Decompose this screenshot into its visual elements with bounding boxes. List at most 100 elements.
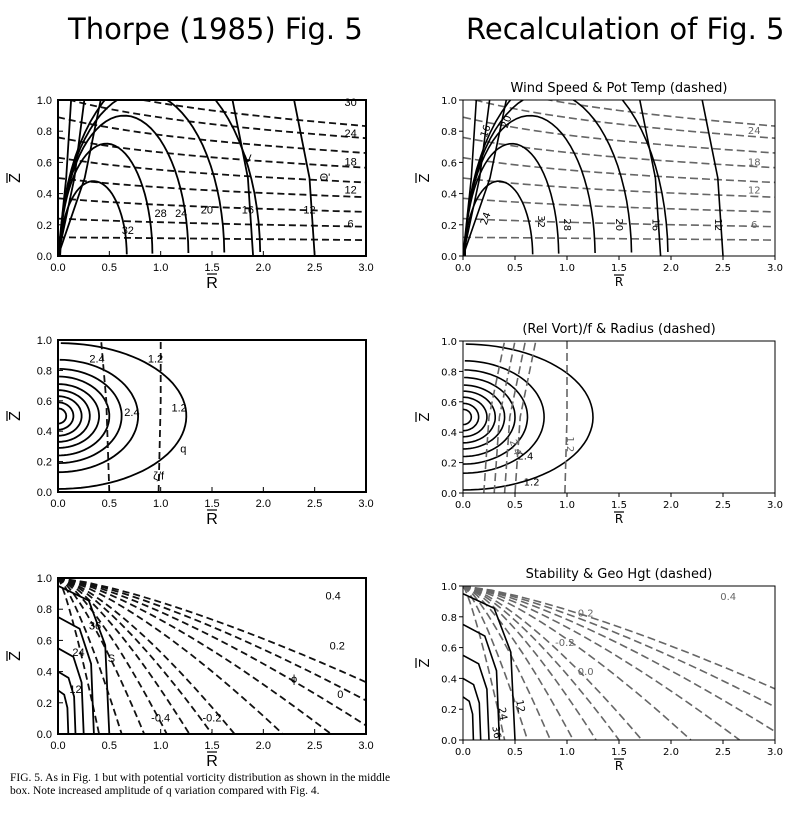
x-axis-label: R bbox=[206, 753, 218, 770]
x-tick-label: 2.0 bbox=[256, 498, 271, 510]
dashed-label: 24 bbox=[748, 126, 761, 137]
solid-contour bbox=[58, 616, 95, 734]
y-tick-label: 0.6 bbox=[441, 398, 457, 409]
x-tick-label: 0.5 bbox=[102, 262, 117, 274]
solid-contour bbox=[463, 100, 491, 256]
y-tick-label: 0.8 bbox=[441, 127, 457, 138]
solid-label: 16 bbox=[649, 218, 660, 231]
x-tick-label: 2.0 bbox=[663, 500, 679, 511]
dashed-contour bbox=[471, 100, 775, 139]
x-tick-label: 1.5 bbox=[611, 747, 627, 758]
solid-contour bbox=[463, 402, 480, 432]
dashed-label: 12 bbox=[748, 185, 761, 196]
dashed-contour bbox=[58, 578, 366, 727]
solid-contour bbox=[464, 180, 534, 256]
panel-recalc-bot: Stability & Geo Hgt (dashed) 12 24 36 0.4 0.2… bbox=[415, 567, 783, 773]
dashed-contour bbox=[463, 586, 620, 740]
solid-label: 12 bbox=[712, 218, 723, 231]
dashed-contour bbox=[463, 136, 775, 169]
dashed-contour bbox=[463, 586, 775, 708]
dashed-contour bbox=[463, 156, 775, 184]
dashed-contour bbox=[58, 578, 284, 734]
dashed-contour bbox=[463, 586, 775, 733]
dashed-label: -0.2 bbox=[555, 638, 575, 649]
x-tick-label: 3.0 bbox=[767, 263, 783, 274]
solid-label: 16 bbox=[479, 124, 494, 140]
y-tick-label: 0.8 bbox=[441, 613, 457, 624]
x-tick-label: 3.0 bbox=[358, 262, 373, 274]
y-tick-label: 0.4 bbox=[37, 426, 52, 438]
x-tick-label: 2.5 bbox=[307, 262, 322, 274]
axes-frame bbox=[57, 577, 367, 735]
y-tick-label: 0.2 bbox=[441, 459, 457, 470]
y-tick-label: 0.6 bbox=[441, 644, 457, 655]
solid-contour bbox=[463, 677, 482, 740]
y-tick-label: 0.4 bbox=[441, 674, 457, 685]
solid-contour bbox=[463, 369, 529, 465]
x-tick-label: 3.0 bbox=[767, 747, 783, 758]
solid-contour bbox=[463, 408, 473, 426]
dashed-contour bbox=[463, 116, 775, 154]
solid-contour bbox=[464, 142, 560, 256]
dashed-contour bbox=[564, 341, 568, 493]
solid-label: 28 bbox=[155, 208, 167, 220]
solid-label: 12 bbox=[513, 699, 526, 713]
dashed-label: 0.0 bbox=[578, 667, 594, 678]
dashed-contour bbox=[58, 578, 332, 734]
y-axis-label: Z bbox=[7, 411, 24, 421]
solid-contour bbox=[463, 592, 516, 740]
solid-contour bbox=[463, 343, 594, 491]
solid-label: 24 bbox=[479, 211, 494, 227]
dashed-contour bbox=[463, 586, 692, 740]
y-tick-label: 0.2 bbox=[37, 220, 52, 232]
dashed-contour bbox=[463, 586, 597, 740]
solid-contour bbox=[463, 654, 490, 740]
x-tick-label: 2.0 bbox=[256, 262, 271, 274]
solid-contour bbox=[463, 396, 488, 438]
y-axis-label: Z bbox=[418, 173, 433, 182]
contours bbox=[463, 100, 775, 256]
y-tick-label: 0.2 bbox=[37, 698, 52, 710]
dashed-contour bbox=[463, 586, 552, 740]
annotation-label: q bbox=[180, 443, 186, 455]
solid-contour bbox=[58, 584, 111, 734]
solid-contour bbox=[58, 670, 77, 734]
solid-label: 36 bbox=[489, 725, 502, 739]
annotation-label: ϕ bbox=[291, 673, 297, 685]
dashed-label: 30 bbox=[344, 97, 356, 109]
x-tick-label: 2.0 bbox=[663, 263, 679, 274]
dashed-contour bbox=[58, 578, 100, 734]
contours bbox=[58, 340, 188, 492]
dashed-contour bbox=[58, 136, 366, 169]
y-tick-label: 0.8 bbox=[37, 604, 52, 616]
solid-label: 24 bbox=[496, 707, 509, 721]
x-tick-label: 0.5 bbox=[507, 500, 523, 511]
x-tick-label: 3.0 bbox=[767, 500, 783, 511]
contours bbox=[463, 586, 775, 740]
y-tick-label: 0.6 bbox=[37, 157, 52, 169]
dashed-contour bbox=[463, 586, 506, 740]
dashed-contour bbox=[137, 100, 366, 127]
solid-contour bbox=[463, 100, 478, 256]
dashed-contour bbox=[58, 578, 123, 734]
solid-contour bbox=[58, 647, 85, 734]
solid-label: 24 bbox=[175, 208, 187, 220]
y-tick-label: 1.0 bbox=[37, 335, 52, 347]
x-tick-label: 0.0 bbox=[50, 498, 65, 510]
x-tick-label: 0.0 bbox=[455, 500, 471, 511]
y-tick-label: 0.8 bbox=[441, 367, 457, 378]
x-tick-label: 2.5 bbox=[715, 747, 731, 758]
y-axis-label: Z bbox=[418, 658, 433, 667]
x-tick-label: 0.0 bbox=[455, 747, 471, 758]
dashed-contour bbox=[58, 177, 366, 199]
dashed-label: 1.2 bbox=[148, 354, 163, 366]
contours bbox=[58, 100, 366, 256]
solid-label: 24 bbox=[72, 647, 84, 659]
solid-contour bbox=[58, 358, 140, 474]
solid-contour bbox=[58, 389, 91, 443]
y-tick-label: 0.0 bbox=[37, 251, 52, 263]
dashed-contour bbox=[483, 341, 506, 493]
right-heading: Recalculation of Fig. 5 bbox=[466, 12, 785, 46]
dashed-contour bbox=[463, 236, 775, 241]
x-tick-label: 1.5 bbox=[204, 498, 219, 510]
